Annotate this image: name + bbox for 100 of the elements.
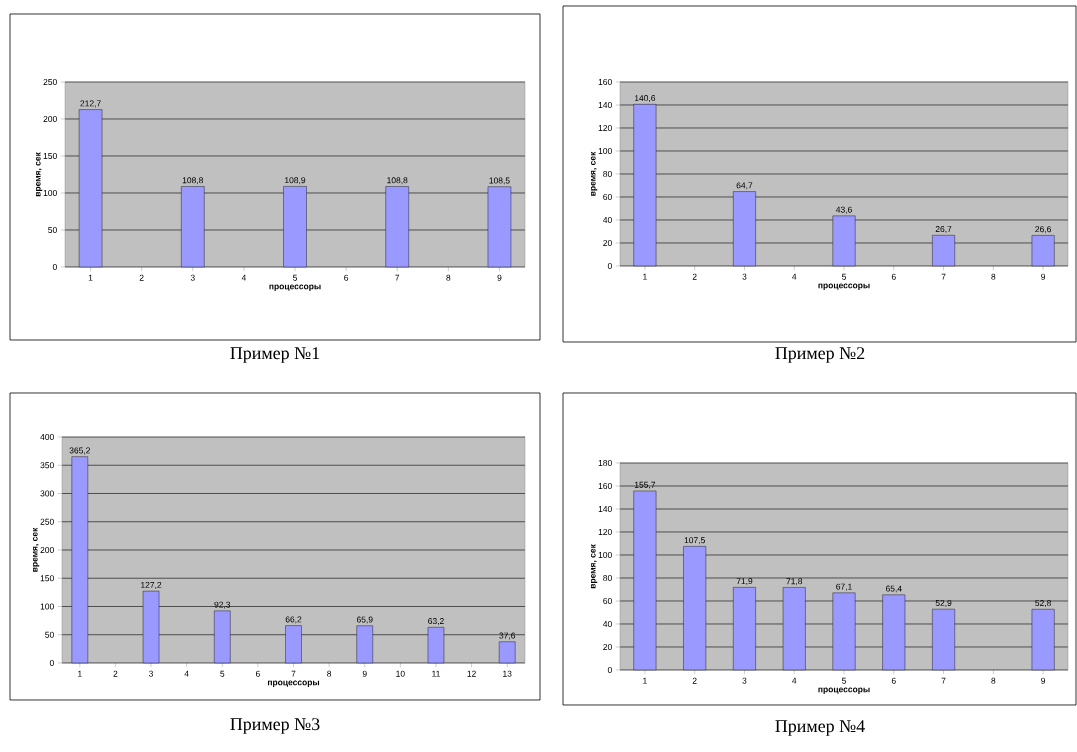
data-label: 108,5 bbox=[489, 177, 510, 185]
x-tick-label: 2 bbox=[139, 274, 144, 281]
x-tick-label: 7 bbox=[941, 677, 946, 684]
x-tick-label: 2 bbox=[692, 677, 697, 684]
x-tick-label: 9 bbox=[1041, 677, 1046, 684]
data-label: 37,6 bbox=[499, 632, 516, 640]
y-tick-label: 50 bbox=[45, 631, 54, 638]
data-label: 71,9 bbox=[736, 578, 753, 586]
x-tick-label: 13 bbox=[503, 670, 512, 677]
y-tick-label: 0 bbox=[607, 262, 612, 269]
data-label: 64,7 bbox=[736, 182, 753, 190]
data-label: 67,1 bbox=[836, 583, 852, 591]
data-label: 107,5 bbox=[684, 537, 705, 545]
x-tick-label: 8 bbox=[446, 274, 451, 281]
y-tick-label: 80 bbox=[603, 574, 612, 581]
y-tick-label: 120 bbox=[598, 124, 612, 131]
y-tick-label: 50 bbox=[48, 226, 57, 233]
y-tick-label: 180 bbox=[598, 459, 612, 466]
y-axis-title: время, сек bbox=[590, 544, 598, 589]
x-tick-label: 4 bbox=[792, 677, 797, 684]
x-axis-title: процессоры bbox=[818, 283, 870, 290]
x-axis-title: процессоры bbox=[267, 680, 320, 687]
x-tick-label: 5 bbox=[842, 677, 847, 684]
x-tick-label: 4 bbox=[241, 274, 247, 281]
y-tick-label: 150 bbox=[40, 575, 54, 582]
y-tick-label: 200 bbox=[43, 115, 57, 122]
x-tick-label: 9 bbox=[497, 274, 502, 281]
x-tick-label: 9 bbox=[362, 670, 367, 677]
x-tick-label: 1 bbox=[78, 670, 82, 677]
text: Пример №4 bbox=[775, 720, 865, 736]
data-label: 63,2 bbox=[428, 618, 444, 626]
x-tick-label: 6 bbox=[891, 677, 896, 684]
y-tick-label: 20 bbox=[603, 239, 612, 246]
y-tick-label: 100 bbox=[598, 551, 612, 558]
x-tick-label: 3 bbox=[149, 670, 154, 677]
data-label: 26,7 bbox=[935, 226, 952, 234]
x-tick-label: 4 bbox=[184, 670, 189, 677]
y-tick-label: 160 bbox=[598, 482, 612, 489]
x-tick-label: 1 bbox=[643, 273, 647, 280]
y-axis-title: время, сек bbox=[590, 151, 598, 196]
y-tick-label: 40 bbox=[603, 216, 612, 223]
x-tick-label: 1 bbox=[643, 677, 647, 684]
y-tick-label: 0 bbox=[607, 666, 612, 673]
x-axis-title: процессоры bbox=[818, 687, 870, 694]
x-tick-label: 12 bbox=[467, 670, 476, 677]
x-tick-label: 3 bbox=[742, 677, 747, 684]
y-tick-label: 100 bbox=[598, 147, 612, 154]
y-tick-label: 250 bbox=[43, 78, 57, 85]
y-tick-label: 300 bbox=[40, 490, 54, 497]
x-axis-title: процессоры bbox=[269, 284, 321, 291]
y-tick-label: 200 bbox=[40, 547, 54, 553]
y-tick-label: 140 bbox=[598, 505, 612, 512]
y-tick-label: 120 bbox=[598, 528, 612, 535]
text: Пример №3 bbox=[230, 718, 320, 734]
y-tick-label: 80 bbox=[603, 170, 612, 177]
x-tick-label: 3 bbox=[742, 273, 747, 280]
x-tick-label: 10 bbox=[396, 670, 405, 677]
x-tick-label: 6 bbox=[344, 274, 349, 281]
y-tick-label: 0 bbox=[52, 263, 57, 270]
y-tick-label: 150 bbox=[43, 152, 57, 159]
x-tick-label: 6 bbox=[255, 670, 260, 677]
y-tick-label: 160 bbox=[598, 78, 612, 85]
x-tick-label: 6 bbox=[891, 273, 896, 280]
y-axis-title: время, сек bbox=[32, 527, 40, 572]
data-label: 140,6 bbox=[634, 95, 656, 103]
x-tick-label: 3 bbox=[190, 274, 195, 281]
data-label: 127,2 bbox=[141, 581, 162, 589]
x-tick-label: 5 bbox=[292, 274, 298, 281]
data-label: 365,2 bbox=[69, 447, 90, 455]
y-tick-label: 60 bbox=[603, 597, 612, 604]
y-axis-title: время, сек bbox=[35, 152, 43, 197]
x-tick-label: 2 bbox=[113, 670, 118, 677]
x-tick-label: 8 bbox=[327, 670, 332, 677]
data-label: 65,4 bbox=[885, 585, 902, 593]
y-tick-label: 100 bbox=[40, 603, 54, 610]
y-tick-label: 250 bbox=[40, 518, 54, 525]
x-tick-label: 5 bbox=[220, 670, 225, 677]
x-tick-label: 7 bbox=[395, 274, 400, 281]
y-tick-label: 0 bbox=[49, 659, 54, 666]
x-tick-label: 5 bbox=[842, 273, 847, 280]
y-tick-label: 40 bbox=[603, 620, 612, 627]
data-label: 66,2 bbox=[285, 616, 302, 624]
data-label: 65,9 bbox=[356, 616, 373, 624]
x-tick-label: 4 bbox=[792, 273, 797, 280]
data-label: 108,8 bbox=[182, 177, 204, 185]
data-label: 71,8 bbox=[786, 578, 803, 586]
text: Пример №1 bbox=[230, 347, 320, 363]
data-label: 52,9 bbox=[935, 599, 952, 607]
x-tick-label: 11 bbox=[432, 670, 440, 677]
y-tick-label: 20 bbox=[603, 643, 612, 650]
y-tick-label: 60 bbox=[603, 193, 612, 200]
y-tick-label: 100 bbox=[43, 189, 57, 196]
x-tick-label: 2 bbox=[692, 273, 697, 280]
y-tick-label: 400 bbox=[40, 434, 54, 440]
data-label: 155,7 bbox=[634, 481, 656, 489]
data-label: 52,8 bbox=[1035, 600, 1051, 608]
x-tick-label: 7 bbox=[941, 273, 946, 280]
data-label: 108,9 bbox=[285, 177, 306, 185]
x-tick-label: 8 bbox=[991, 677, 996, 684]
text: Пример №2 bbox=[775, 347, 865, 363]
